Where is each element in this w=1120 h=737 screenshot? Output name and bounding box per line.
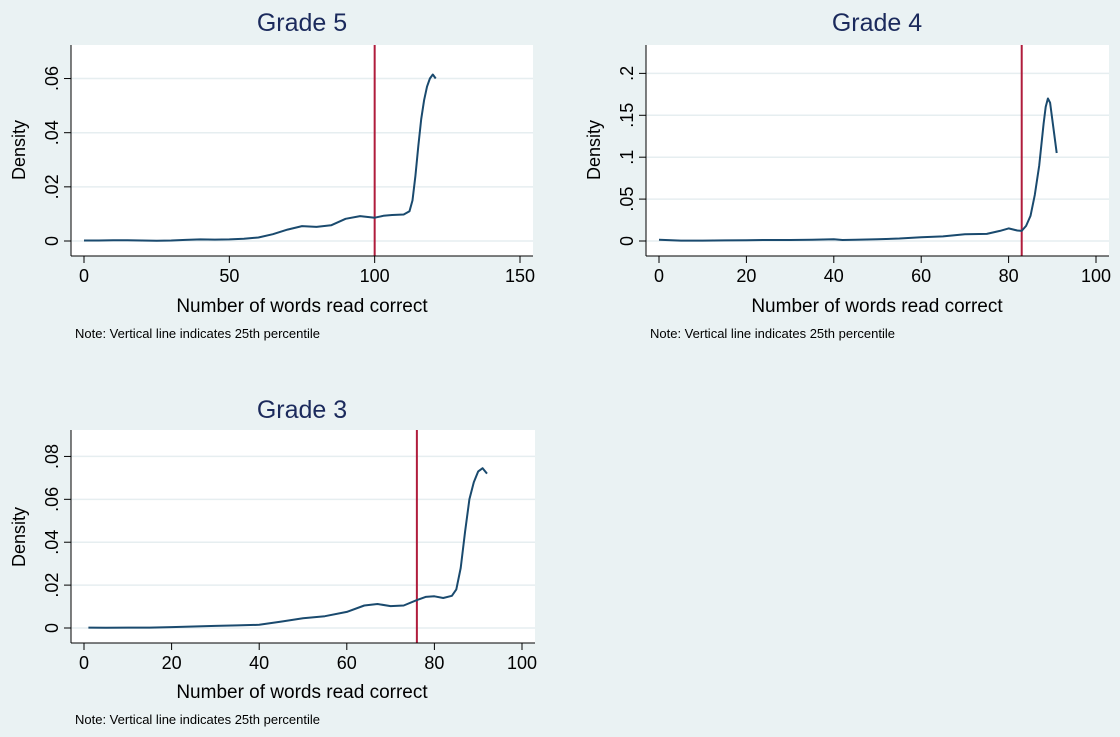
axes — [70, 430, 535, 644]
x-tick-label: 100 — [507, 653, 537, 673]
x-tick-label: 40 — [824, 266, 844, 286]
y-tick-label: 0 — [42, 623, 62, 633]
x-tick-label: 150 — [505, 266, 535, 286]
x-tick-label: 60 — [337, 653, 357, 673]
panel-grade-5: 0 50 100 150 0 .02 .04 .06 Grade 5 Density Num… — [9, 9, 535, 341]
panel-grade-4: 0 20 40 60 80 100 0 .05 .1 .15 .2 Grade 4 Density… — [584, 9, 1111, 341]
x-tick-label: 80 — [424, 653, 444, 673]
y-ticks: 0 .05 .1 .15 .2 — [617, 66, 646, 246]
chart-note: Note: Vertical line indicates 25th perce… — [75, 326, 320, 341]
x-tick-label: 0 — [654, 266, 664, 286]
y-tick-label: .04 — [42, 530, 62, 555]
y-ticks: 0 .02 .04 .06 .08 — [42, 444, 71, 633]
density-curve — [658, 97, 1058, 242]
x-axis-label: Number of words read correct — [176, 682, 428, 703]
chart-note: Note: Vertical line indicates 25th perce… — [650, 326, 895, 341]
x-ticks: 0 20 40 60 80 100 — [654, 256, 1111, 286]
y-tick-label: .02 — [42, 174, 62, 199]
axes — [70, 45, 533, 257]
chart-title: Grade 4 — [832, 9, 922, 37]
axes — [645, 45, 1109, 257]
y-ticks: 0 .02 .04 .06 — [42, 66, 71, 246]
x-ticks: 0 50 100 150 — [79, 256, 535, 286]
y-axis-label: Density — [9, 120, 29, 180]
plot-area — [71, 45, 533, 256]
x-ticks: 0 20 40 60 80 100 — [79, 643, 537, 673]
density-curve-group — [84, 73, 437, 242]
panel-grade-3: 0 20 40 60 80 100 0 .02 .04 .06 .08 Grade 3 Densi… — [9, 396, 537, 727]
y-axis-label: Density — [584, 120, 604, 180]
y-tick-label: .05 — [617, 187, 637, 212]
density-curve — [84, 73, 437, 242]
density-curve-group — [658, 97, 1058, 242]
y-tick-label: .06 — [42, 487, 62, 512]
density-curve — [88, 467, 488, 629]
chart-title: Grade 3 — [257, 396, 347, 424]
x-tick-label: 50 — [219, 266, 239, 286]
y-tick-label: .04 — [42, 120, 62, 145]
x-tick-label: 100 — [360, 266, 390, 286]
y-tick-label: 0 — [617, 236, 637, 246]
x-tick-label: 80 — [999, 266, 1019, 286]
y-tick-label: .02 — [42, 573, 62, 598]
chart-title: Grade 5 — [257, 9, 347, 37]
plot-area — [71, 430, 535, 643]
grid — [71, 77, 533, 242]
x-tick-label: 20 — [736, 266, 756, 286]
x-tick-label: 0 — [79, 266, 89, 286]
x-tick-label: 40 — [249, 653, 269, 673]
x-axis-label: Number of words read correct — [751, 296, 1003, 317]
y-tick-label: .1 — [617, 150, 637, 165]
x-tick-label: 60 — [911, 266, 931, 286]
x-tick-label: 0 — [79, 653, 89, 673]
x-tick-label: 100 — [1081, 266, 1111, 286]
density-curve-group — [88, 467, 488, 629]
y-axis-label: Density — [9, 507, 29, 567]
y-tick-label: .2 — [617, 66, 637, 81]
plot-area — [646, 45, 1109, 256]
x-axis-label: Number of words read correct — [176, 296, 428, 317]
y-tick-label: 0 — [42, 236, 62, 246]
y-tick-label: .06 — [42, 66, 62, 91]
x-tick-label: 20 — [162, 653, 182, 673]
chart-note: Note: Vertical line indicates 25th perce… — [75, 712, 320, 727]
y-tick-label: .15 — [617, 103, 637, 128]
y-tick-label: .08 — [42, 444, 62, 469]
